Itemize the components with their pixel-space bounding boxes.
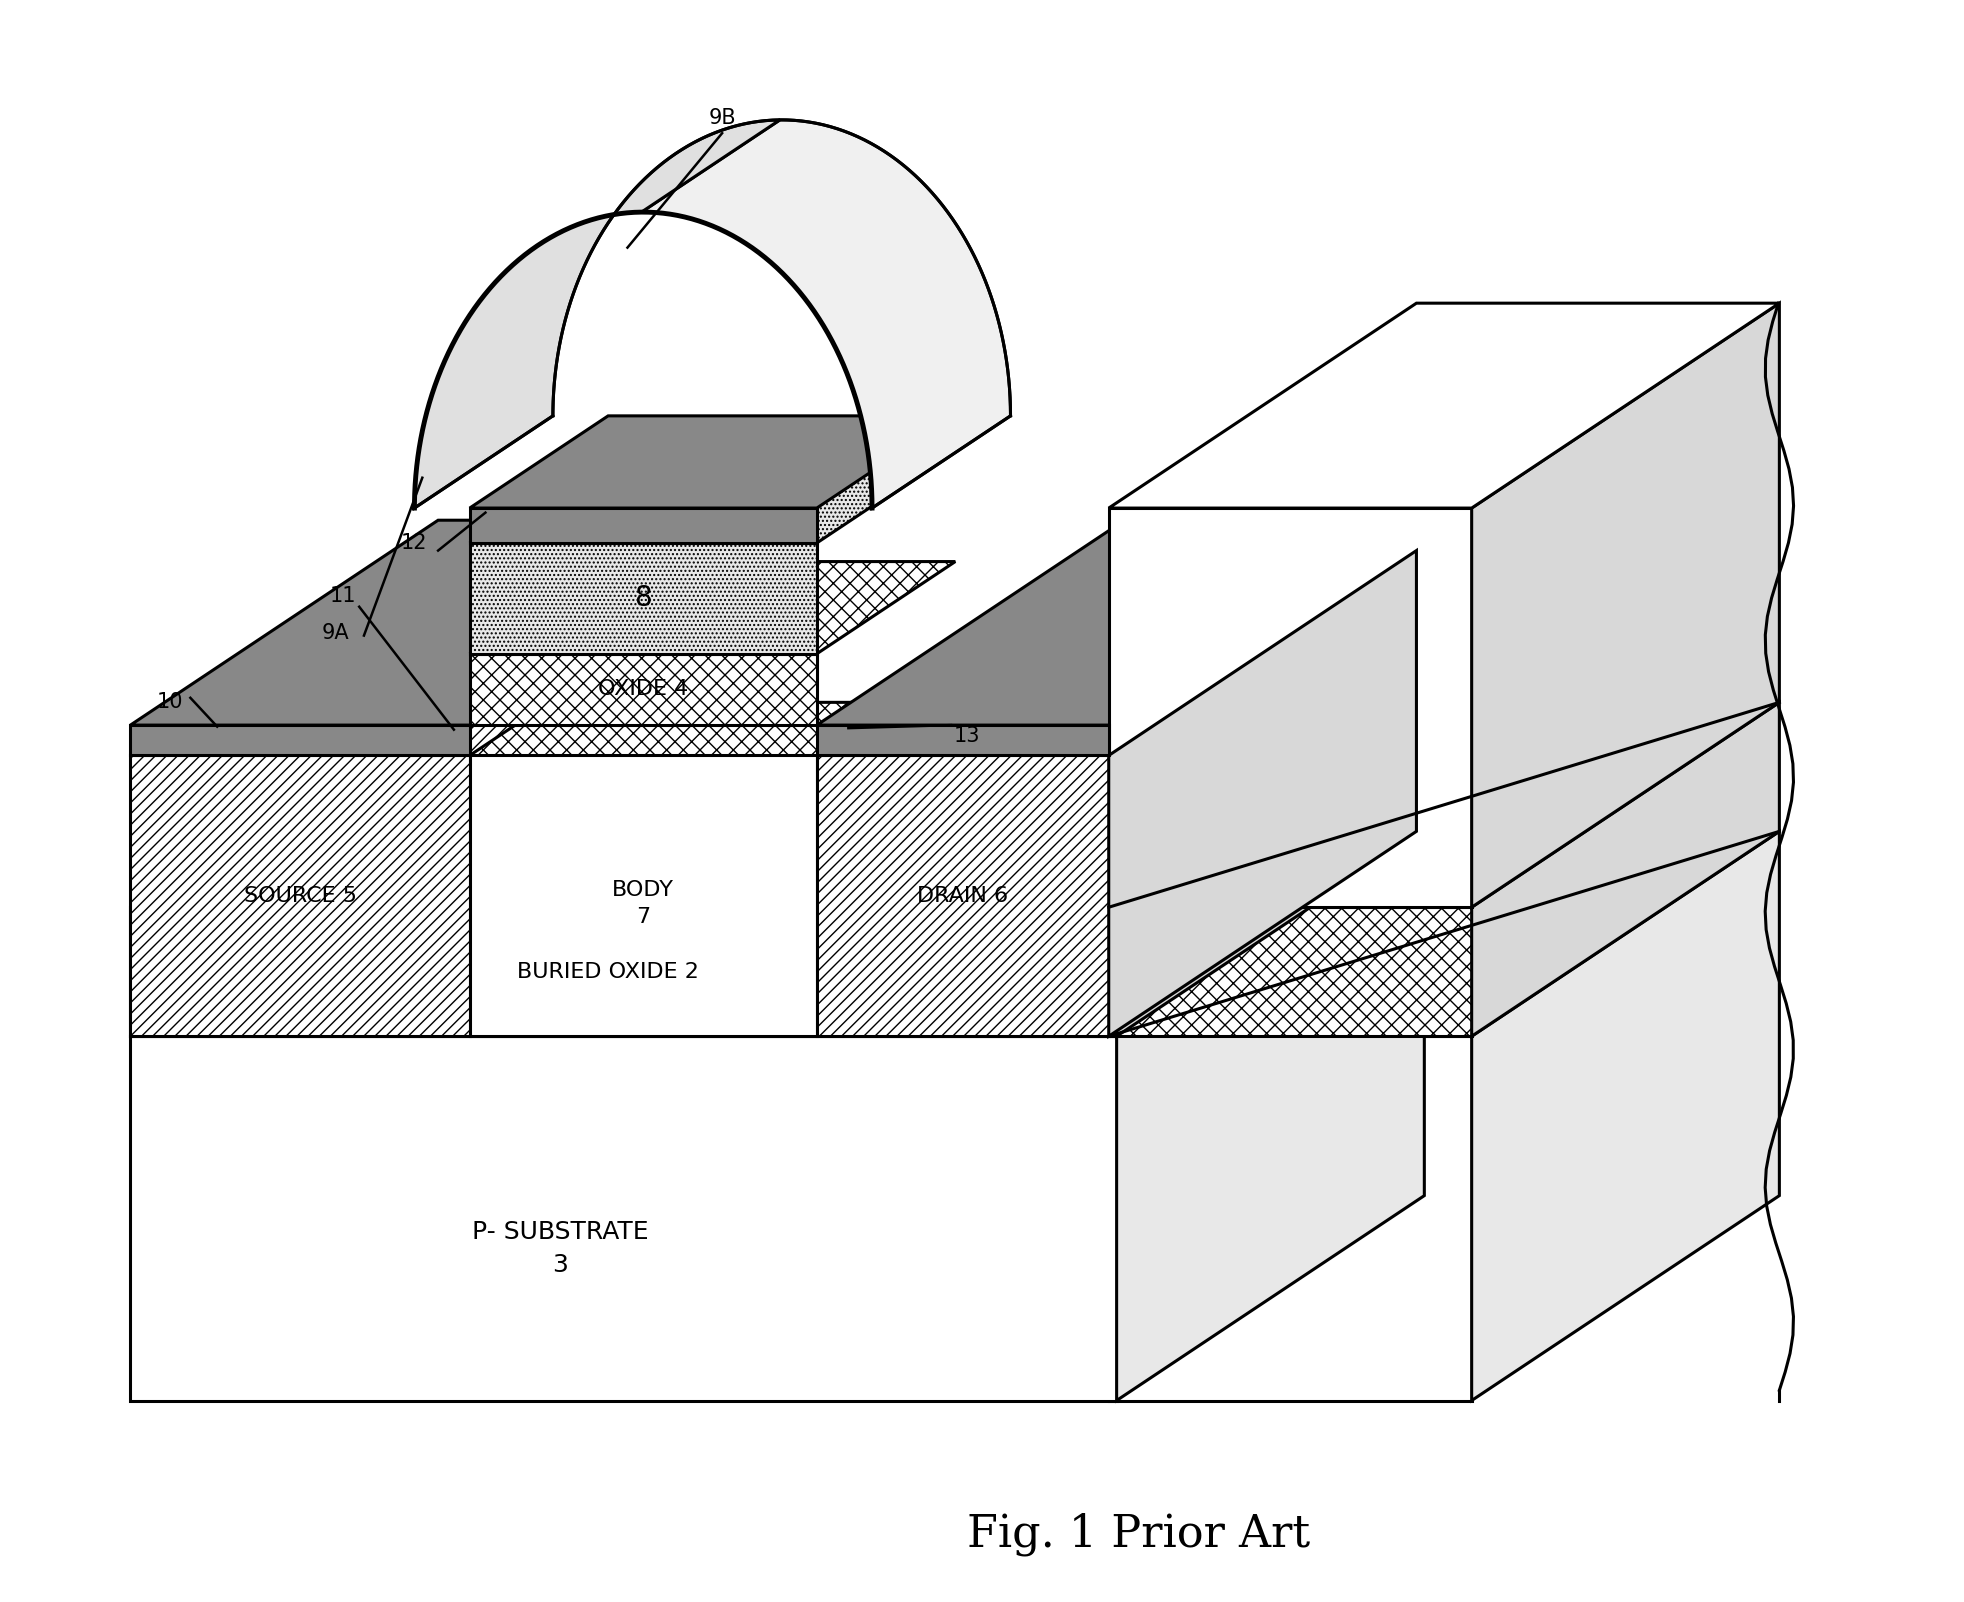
Text: P- SUBSTRATE
3: P- SUBSTRATE 3 — [471, 1221, 648, 1277]
Text: 12: 12 — [401, 533, 428, 553]
Polygon shape — [130, 907, 1116, 1036]
Polygon shape — [130, 702, 1424, 907]
Polygon shape — [130, 521, 778, 726]
Text: DRAIN 6: DRAIN 6 — [917, 886, 1008, 905]
Polygon shape — [130, 756, 469, 1036]
Polygon shape — [1108, 303, 1779, 508]
Polygon shape — [1471, 303, 1779, 907]
Text: SOURCE 5: SOURCE 5 — [244, 886, 355, 905]
Polygon shape — [640, 120, 1009, 508]
Text: 13: 13 — [953, 726, 980, 747]
Text: BURIED OXIDE 2: BURIED OXIDE 2 — [517, 961, 699, 982]
Text: 9B: 9B — [707, 107, 736, 128]
Polygon shape — [817, 726, 1108, 756]
Polygon shape — [469, 508, 817, 543]
Polygon shape — [469, 654, 817, 726]
Polygon shape — [469, 543, 817, 654]
Polygon shape — [1108, 551, 1416, 1036]
Polygon shape — [817, 756, 1108, 1036]
Polygon shape — [130, 831, 1424, 1036]
Polygon shape — [130, 551, 778, 756]
Text: BODY
7: BODY 7 — [613, 879, 674, 926]
Text: 9A: 9A — [322, 623, 350, 642]
Polygon shape — [469, 417, 955, 508]
Polygon shape — [1116, 831, 1424, 1400]
Polygon shape — [1116, 702, 1424, 1036]
Polygon shape — [130, 726, 469, 756]
Polygon shape — [817, 521, 1416, 726]
Text: 8: 8 — [634, 585, 652, 612]
Text: 10: 10 — [157, 692, 183, 713]
Polygon shape — [469, 756, 817, 1036]
Polygon shape — [817, 551, 1416, 756]
Text: OXIDE 4: OXIDE 4 — [597, 679, 687, 700]
Polygon shape — [1108, 1036, 1471, 1400]
Polygon shape — [1108, 907, 1471, 1036]
Polygon shape — [414, 120, 780, 508]
Polygon shape — [1108, 508, 1471, 907]
Polygon shape — [130, 1036, 1116, 1400]
Polygon shape — [469, 450, 955, 543]
Polygon shape — [1471, 831, 1779, 1400]
Polygon shape — [1471, 702, 1779, 1036]
Text: 11: 11 — [330, 586, 357, 606]
Text: Fig. 1 Prior Art: Fig. 1 Prior Art — [966, 1512, 1310, 1556]
Polygon shape — [469, 562, 955, 654]
